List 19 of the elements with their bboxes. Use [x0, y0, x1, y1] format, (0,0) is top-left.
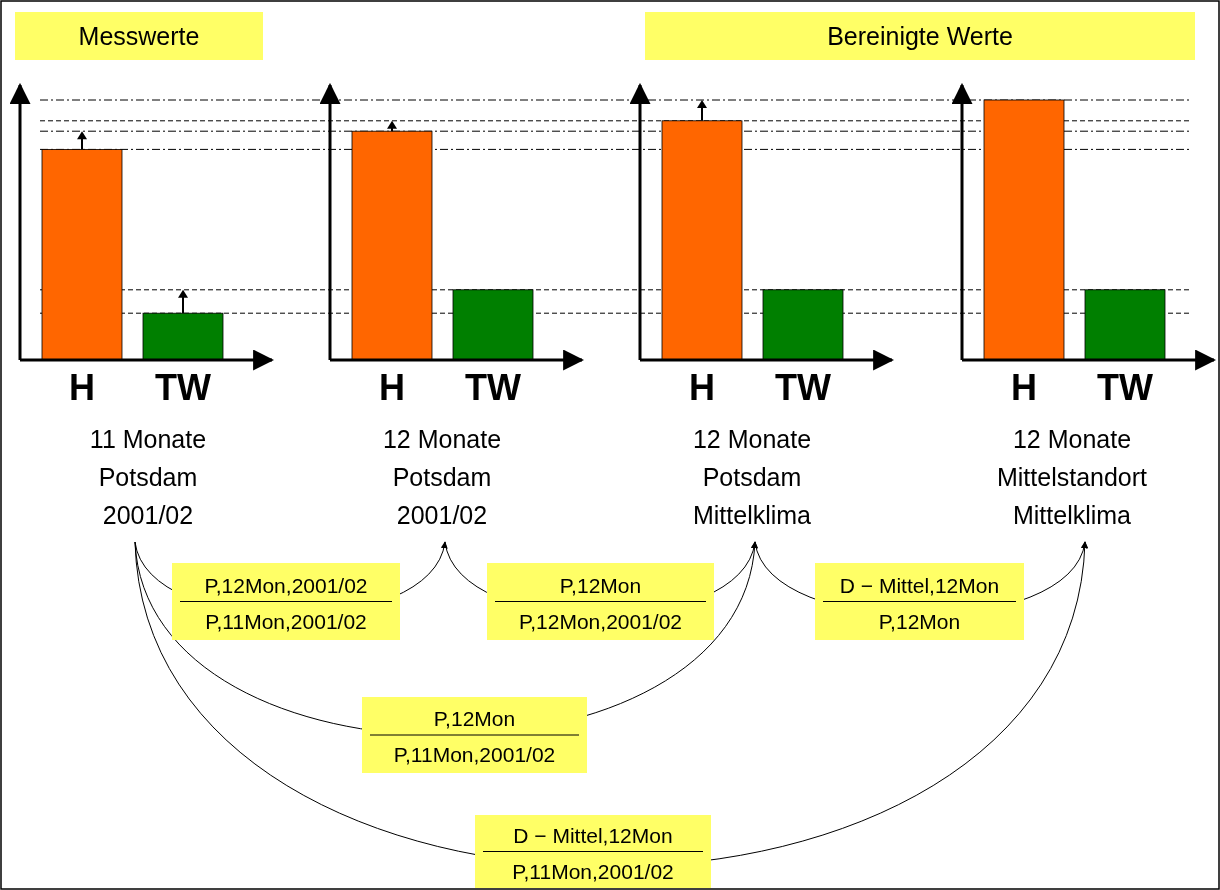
text: Messwerte [78, 22, 200, 50]
text: P,12Mon P,11Mon,2001/02 [393, 707, 556, 766]
text: P,12Mon,2001/02 P,11Mon,2001/02 [204, 573, 368, 633]
text: 12 Monate Potsdam 2001/02 [382, 425, 502, 529]
x-tick-label: TW [775, 367, 832, 408]
text: 11 Monate Potsdam 2001/02 [89, 425, 207, 529]
text: Bereinigte Werte [827, 22, 1013, 50]
text: D − Mittel,12Mon P,11Mon,2001/02 [512, 823, 674, 883]
x-tick-label: TW [155, 367, 212, 408]
text: 12 Monate Potsdam Mittelklima [692, 425, 812, 529]
x-tick-label: TW [1097, 367, 1154, 408]
x-tick-label: H [379, 367, 405, 408]
text: P,12Mon P,12Mon,2001/02 [518, 573, 683, 633]
text: D − Mittel,12Mon P,12Mon [839, 573, 1000, 633]
x-tick-label: TW [465, 367, 522, 408]
text: 12 Monate Mittelstandort Mittelklima [996, 425, 1148, 529]
x-tick-label: H [69, 367, 95, 408]
x-tick-label: H [689, 367, 715, 408]
x-tick-label: H [1011, 367, 1037, 408]
